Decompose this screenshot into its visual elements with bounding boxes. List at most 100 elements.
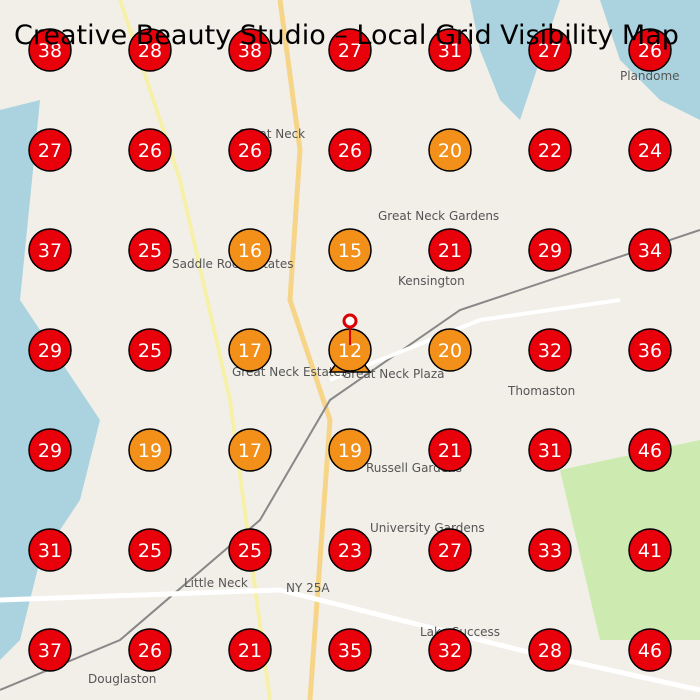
rank-label: 12 (338, 340, 362, 362)
map-label: Plandome (620, 69, 680, 83)
rank-label: 25 (138, 340, 162, 362)
rank-marker (128, 328, 172, 372)
rank-marker (228, 28, 272, 72)
rank-label: 31 (538, 440, 562, 462)
rank-marker (528, 228, 572, 272)
rank-label: 41 (638, 540, 662, 562)
rank-marker (228, 428, 272, 472)
rank-label: 36 (638, 340, 662, 362)
rank-label: 25 (138, 540, 162, 562)
rank-label: 33 (538, 540, 562, 562)
rank-label: 26 (138, 140, 162, 162)
rank-label: 16 (238, 240, 262, 262)
rank-marker (28, 228, 72, 272)
rank-marker (328, 228, 372, 272)
rank-label: 29 (538, 240, 562, 262)
rank-marker (628, 228, 672, 272)
rank-marker (528, 528, 572, 572)
rank-marker (128, 628, 172, 672)
rank-label: 29 (38, 440, 62, 462)
rank-marker (28, 28, 72, 72)
rank-label: 27 (538, 40, 562, 62)
rank-label: 37 (38, 240, 62, 262)
rank-marker (428, 528, 472, 572)
rank-label: 27 (38, 140, 62, 162)
rank-label: 19 (138, 440, 162, 462)
rank-marker (428, 628, 472, 672)
rank-marker (628, 528, 672, 572)
map-label: Kensington (398, 274, 465, 288)
rank-marker (128, 428, 172, 472)
rank-marker (28, 528, 72, 572)
rank-label: 26 (638, 40, 662, 62)
rank-marker (528, 628, 572, 672)
rank-label: 17 (238, 440, 262, 462)
map-label: NY 25A (286, 581, 330, 595)
rank-marker (628, 428, 672, 472)
rank-marker (328, 28, 372, 72)
rank-label: 38 (238, 40, 262, 62)
rank-marker (228, 228, 272, 272)
rank-marker (128, 128, 172, 172)
road (0, 587, 700, 693)
rank-marker (428, 28, 472, 72)
rank-label: 17 (238, 340, 262, 362)
rank-label: 23 (338, 540, 362, 562)
rank-label: 31 (438, 40, 462, 62)
rank-label: 21 (438, 440, 462, 462)
rank-marker (128, 228, 172, 272)
map-label: Great Neck Gardens (378, 209, 499, 223)
rank-marker (428, 228, 472, 272)
rank-label: 28 (538, 640, 562, 662)
map-label: Little Neck (184, 576, 248, 590)
rank-label: 21 (238, 640, 262, 662)
rank-label: 26 (338, 140, 362, 162)
rank-label: 25 (138, 240, 162, 262)
map-label: Thomaston (507, 384, 575, 398)
rank-marker (28, 128, 72, 172)
rank-label: 31 (38, 540, 62, 562)
rank-marker (28, 428, 72, 472)
rank-marker (328, 628, 372, 672)
rank-marker (128, 528, 172, 572)
rank-label: 21 (438, 240, 462, 262)
rank-marker (328, 128, 372, 172)
water (470, 0, 560, 120)
location-pin (342, 313, 358, 329)
rank-marker (328, 428, 372, 472)
rank-marker (628, 628, 672, 672)
rank-marker (628, 328, 672, 372)
rank-label: 24 (638, 140, 662, 162)
rank-marker (228, 528, 272, 572)
rank-marker (228, 328, 272, 372)
rank-label: 34 (638, 240, 662, 262)
rank-label: 46 (638, 440, 662, 462)
rank-marker (228, 628, 272, 672)
rank-label: 27 (438, 540, 462, 562)
rank-label: 29 (38, 340, 62, 362)
rank-label: 25 (238, 540, 262, 562)
railway (0, 229, 700, 691)
rank-label: 20 (438, 140, 462, 162)
rank-marker (228, 128, 272, 172)
rank-marker (328, 528, 372, 572)
rank-marker (628, 28, 672, 72)
rank-label: 32 (438, 640, 462, 662)
rank-marker (628, 128, 672, 172)
rank-label: 37 (38, 640, 62, 662)
rank-label: 27 (338, 40, 362, 62)
rank-marker (528, 128, 572, 172)
rank-marker (528, 428, 572, 472)
rank-label: 26 (238, 140, 262, 162)
rank-marker (428, 128, 472, 172)
rank-marker (28, 628, 72, 672)
water (0, 100, 100, 660)
rank-label: 20 (438, 340, 462, 362)
park (560, 440, 700, 640)
rank-marker (528, 28, 572, 72)
rank-marker (528, 328, 572, 372)
rank-label: 19 (338, 440, 362, 462)
road (277, 0, 333, 700)
rank-label: 22 (538, 140, 562, 162)
